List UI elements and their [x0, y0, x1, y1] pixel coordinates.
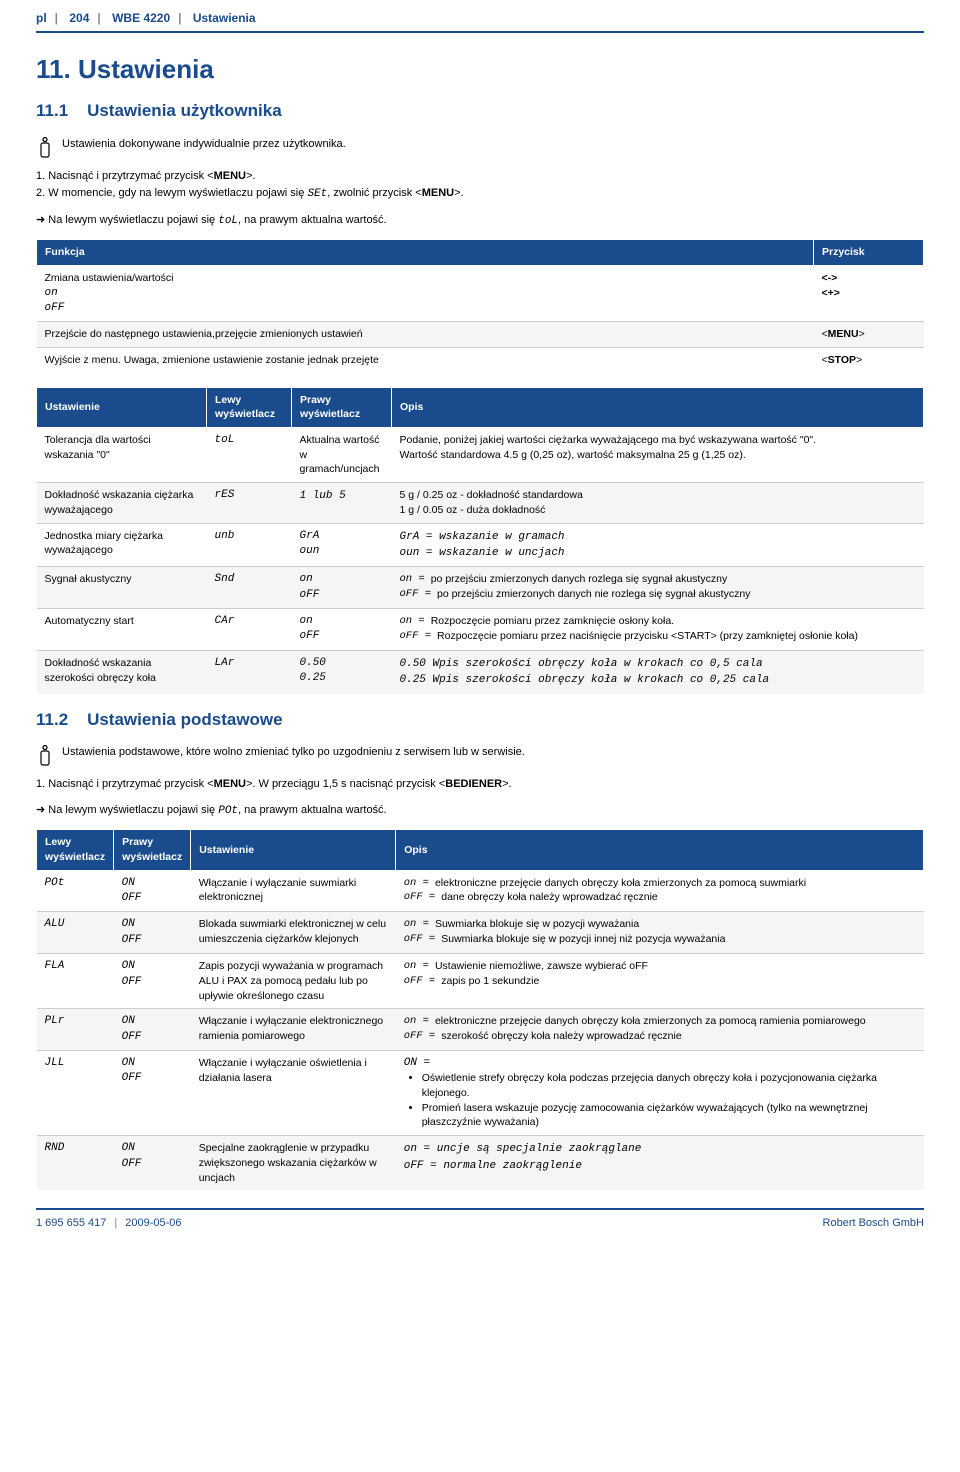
- section-title: Ustawienia podstawowe: [87, 710, 283, 729]
- section-title: Ustawienia użytkownika: [87, 101, 282, 120]
- header-model: WBE 4220: [112, 11, 170, 25]
- settings-table: Ustawienie Lewy wyświetlacz Prawy wyświe…: [36, 387, 924, 694]
- table-row: POt ONOFF Włączanie i wyłączanie suwmiar…: [37, 870, 924, 912]
- col-lewy: Lewy wyświetlacz: [207, 387, 292, 427]
- chapter-num: 11.: [36, 54, 71, 84]
- info-icon: [36, 137, 54, 159]
- footer-company: Robert Bosch GmbH: [823, 1216, 924, 1231]
- info-text: Ustawienia dokonywane indywidualnie prze…: [62, 137, 924, 152]
- result-line: Na lewym wyświetlaczu pojawi się POt, na…: [36, 803, 924, 819]
- table-row: Dokładność wskazania ciężarka wyważające…: [37, 483, 924, 523]
- info-text: Ustawienia podstawowe, które wolno zmien…: [62, 745, 924, 760]
- chapter-title: 11. Ustawienia: [36, 51, 924, 87]
- step-2: 2. W momencie, gdy na lewym wyświetlaczu…: [36, 186, 924, 202]
- section-11-2: 11.2 Ustawienia podstawowe: [36, 708, 924, 732]
- col-funkcja: Funkcja: [37, 240, 814, 266]
- table-row: Sygnał akustyczny Snd on oFF on =po prze…: [37, 567, 924, 609]
- table-row: RND ONOFF Specjalne zaokrąglenie w przyp…: [37, 1136, 924, 1191]
- step-1: 1. Nacisnąć i przytrzymać przycisk <MENU…: [36, 777, 924, 792]
- chapter-name: Ustawienia: [78, 54, 214, 84]
- table-row: Wyjście z menu. Uwaga, zmienione ustawie…: [37, 348, 924, 373]
- section-11-1: 11.1 Ustawienia użytkownika: [36, 99, 924, 123]
- table-row: Automatyczny start CAr on oFF on =Rozpoc…: [37, 609, 924, 651]
- col-prawy: Prawy wyświetlacz: [292, 387, 392, 427]
- footer-partno: 1 695 655 417: [36, 1217, 106, 1229]
- col-przycisk: Przycisk: [814, 240, 924, 266]
- table-row: Zmiana ustawienia/wartości on oFF <-> <+…: [37, 265, 924, 321]
- table-row: Tolerancja dla wartości wskazania "0" to…: [37, 428, 924, 483]
- table-row: Przejście do następnego ustawienia,przej…: [37, 322, 924, 348]
- footer-date: 2009-05-06: [125, 1217, 181, 1229]
- header-section: Ustawienia: [193, 11, 256, 25]
- result-line: Na lewym wyświetlaczu pojawi się toL, na…: [36, 213, 924, 229]
- col-lewy: Lewy wyświetlacz: [37, 830, 114, 870]
- table-row: Jednostka miary ciężarka wyważającego un…: [37, 523, 924, 567]
- col-ustawienie: Ustawienie: [37, 387, 207, 427]
- step-1: 1. Nacisnąć i przytrzymać przycisk <MENU…: [36, 169, 924, 184]
- col-opis: Opis: [396, 830, 924, 870]
- table-row: PLr ONOFF Włączanie i wyłączanie elektro…: [37, 1009, 924, 1051]
- running-header: pl| 204| WBE 4220| Ustawienia: [36, 0, 924, 33]
- table-row: ALU ONOFF Blokada suwmiarki elektroniczn…: [37, 912, 924, 954]
- base-settings-table: Lewy wyświetlacz Prawy wyświetlacz Ustaw…: [36, 829, 924, 1190]
- section-num: 11.1: [36, 101, 68, 120]
- col-ustawienie: Ustawienie: [191, 830, 396, 870]
- section-num: 11.2: [36, 710, 68, 729]
- page-footer: 1 695 655 417|2009-05-06 Robert Bosch Gm…: [36, 1208, 924, 1231]
- col-prawy: Prawy wyświetlacz: [114, 830, 191, 870]
- col-opis: Opis: [392, 387, 924, 427]
- table-row: Dokładność wskazania szerokości obręczy …: [37, 650, 924, 693]
- table-row: JLL ONOFF Włączanie i wyłączanie oświetl…: [37, 1050, 924, 1135]
- info-icon: [36, 745, 54, 767]
- header-page: 204: [69, 11, 89, 25]
- header-lang: pl: [36, 11, 47, 25]
- table-row: FLA ONOFF Zapis pozycji wyważania w prog…: [37, 954, 924, 1009]
- functions-table: Funkcja Przycisk Zmiana ustawienia/warto…: [36, 239, 924, 373]
